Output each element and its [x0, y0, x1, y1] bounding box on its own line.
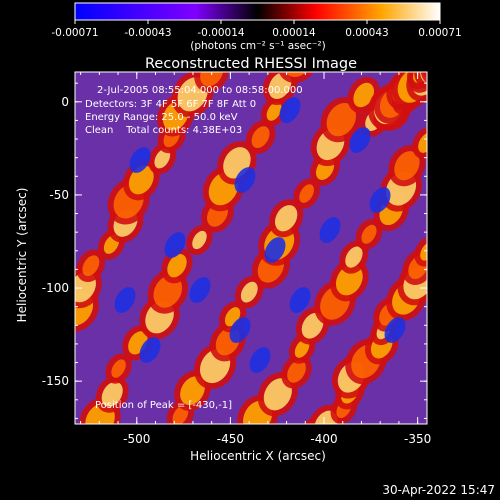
colorbar-tick-label: -0.00071 — [51, 27, 98, 39]
emission-core — [172, 405, 189, 424]
x-tick-label: -350 — [404, 432, 431, 446]
emission-core — [394, 151, 420, 181]
negative-trough — [349, 127, 371, 153]
emission-core — [418, 132, 427, 153]
emission-blob — [423, 212, 468, 260]
negative-trough — [114, 287, 136, 313]
negative-trough — [229, 317, 251, 343]
rhessi-image — [44, 72, 481, 453]
emission-core — [301, 312, 324, 339]
info-time-range: 2-Jul-2005 08:55:04.000 to 08:58:00.000 — [97, 85, 303, 96]
emission-core — [299, 184, 314, 203]
colorbar-ticks: -0.00071 -0.00043 -0.00014 0.00014 0.00043 0.… — [51, 20, 462, 39]
negative-trough — [289, 287, 311, 313]
y-tick-label: 0 — [61, 95, 69, 109]
negative-trough — [129, 147, 151, 173]
x-tick-label: -500 — [123, 432, 150, 446]
colorbar-units: (photons cm⁻² s⁻¹ asec⁻²) — [190, 40, 325, 52]
colorbar-gradient — [74, 2, 441, 21]
x-tick-label: -450 — [217, 432, 244, 446]
negative-trough — [249, 347, 271, 373]
emission-core — [101, 381, 123, 407]
emission-core — [345, 246, 363, 268]
emission-core — [420, 242, 427, 261]
colorbar: -0.00071 -0.00043 -0.00014 0.00014 0.00043 0.… — [51, 2, 462, 52]
colorbar-tick-label: -0.00014 — [197, 27, 245, 39]
emission-core — [167, 254, 187, 278]
emission-blob — [424, 190, 481, 250]
emission-core — [192, 230, 207, 250]
colorbar-tick-label: 0.00043 — [345, 27, 388, 39]
emission-core — [326, 103, 356, 137]
y-tick-label: -100 — [42, 281, 69, 295]
colorbar-tick-label: -0.00043 — [124, 27, 171, 39]
negative-trough — [319, 217, 341, 243]
info-detectors: Detectors: 3F 4F 5F 6F 7F 8F Att 0 — [85, 99, 256, 110]
y-axis-label: Heliocentric Y (arcsec) — [15, 188, 29, 323]
negative-trough — [384, 317, 406, 343]
emission-core — [44, 313, 75, 347]
negative-trough — [279, 97, 301, 123]
y-tick-label: -50 — [49, 188, 69, 202]
plot-frame — [74, 71, 428, 425]
emission-core — [266, 102, 282, 121]
info-clean-counts: Clean Total counts: 4.38E+03 — [85, 125, 242, 136]
colorbar-tick-label: 0.00071 — [418, 27, 461, 39]
peak-position-label: Position of Peak = [-430,-1] — [95, 400, 232, 411]
emission-core — [432, 198, 473, 242]
emission-core — [431, 220, 460, 252]
emission-core — [111, 359, 126, 378]
y-tick-label: -150 — [42, 374, 69, 388]
emission-core — [274, 205, 298, 232]
emission-core — [435, 107, 458, 132]
negative-trough — [189, 277, 211, 303]
negative-trough — [234, 167, 256, 193]
footer-timestamp: 30-Apr-2022 15:47 — [382, 483, 495, 497]
x-axis-label: Heliocentric X (arcsec) — [190, 449, 326, 463]
emission-core — [287, 360, 306, 383]
info-energy-range: Energy Range: 25.0 - 50.0 keV — [85, 112, 238, 123]
emission-core — [153, 275, 183, 308]
plot-title: Reconstructed RHESSI Image — [145, 56, 357, 72]
info-overlay: 2-Jul-2005 08:55:04.000 to 08:58:00.000 … — [85, 85, 303, 411]
emission-blob — [427, 99, 466, 141]
emission-core — [180, 376, 205, 406]
negative-trough — [139, 337, 161, 363]
negative-trough — [164, 232, 186, 258]
x-tick-label: -400 — [310, 432, 337, 446]
emission-core — [240, 281, 258, 303]
emission-core — [353, 82, 375, 108]
emission-core — [82, 255, 100, 277]
emission-core — [361, 224, 377, 244]
negative-trough — [369, 187, 391, 213]
emission-core — [251, 126, 270, 149]
colorbar-tick-label: 0.00014 — [272, 27, 316, 39]
emission-pattern — [44, 72, 481, 453]
emission-core — [263, 378, 292, 411]
emission-core — [164, 427, 187, 453]
emission-core — [154, 148, 171, 169]
emission-blob — [414, 236, 427, 267]
axis-ticks: -500 -450 -400 -350 0 -50 -100 -150 — [42, 72, 431, 446]
negative-trough — [264, 237, 286, 263]
